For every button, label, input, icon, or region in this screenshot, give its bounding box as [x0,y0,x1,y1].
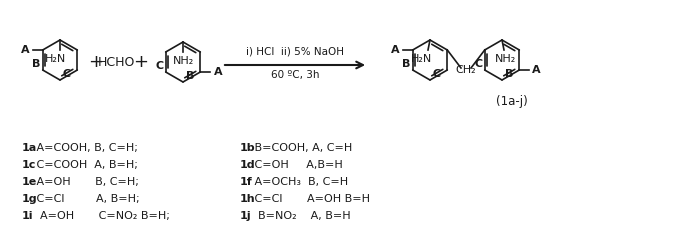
Text: B: B [186,71,194,81]
Text: +: + [89,53,103,71]
Text: HCHO: HCHO [97,55,135,68]
Text: B: B [402,59,411,69]
Text: CH₂: CH₂ [455,65,476,75]
Text: C=COOH  A, B=H;: C=COOH A, B=H; [33,160,138,170]
Text: C=OH     A,B=H: C=OH A,B=H [251,160,343,170]
Text: 1c: 1c [22,160,36,170]
Text: NH₂: NH₂ [495,54,517,64]
Text: 60 ºC, 3h: 60 ºC, 3h [271,70,319,80]
Text: B=COOH, A, C=H: B=COOH, A, C=H [251,143,352,153]
Text: A=OH       C=NO₂ B=H;: A=OH C=NO₂ B=H; [33,211,170,221]
Text: B: B [32,59,41,69]
Text: C: C [433,69,441,79]
Text: 1d: 1d [240,160,256,170]
Text: 1b: 1b [240,143,256,153]
Text: B: B [505,69,513,79]
Text: +: + [133,53,149,71]
Text: 1a: 1a [22,143,37,153]
Text: C=Cl       A=OH B=H: C=Cl A=OH B=H [251,194,370,204]
Text: C: C [155,61,164,71]
Text: H₂N: H₂N [411,54,433,64]
Text: C=Cl         A, B=H;: C=Cl A, B=H; [33,194,140,204]
Text: A: A [391,45,400,55]
Text: B=NO₂    A, B=H: B=NO₂ A, B=H [251,211,351,221]
Text: A=OCH₃  B, C=H: A=OCH₃ B, C=H [251,177,348,187]
Text: i) HCl  ii) 5% NaOH: i) HCl ii) 5% NaOH [246,47,344,57]
Text: 1e: 1e [22,177,37,187]
Text: C: C [63,69,71,79]
Text: A=COOH, B, C=H;: A=COOH, B, C=H; [33,143,138,153]
Text: 1f: 1f [240,177,252,187]
Text: 1i: 1i [22,211,34,221]
Text: C: C [475,59,483,69]
Text: 1h: 1h [240,194,256,204]
Text: A=OH       B, C=H;: A=OH B, C=H; [33,177,139,187]
Text: 1j: 1j [240,211,252,221]
Text: A: A [21,45,30,55]
Text: (1a-j): (1a-j) [496,96,528,108]
Text: A: A [532,65,541,75]
Text: A: A [214,67,223,77]
Text: H₂N: H₂N [45,54,67,64]
Text: 1g: 1g [22,194,38,204]
Text: NH₂: NH₂ [173,56,193,66]
